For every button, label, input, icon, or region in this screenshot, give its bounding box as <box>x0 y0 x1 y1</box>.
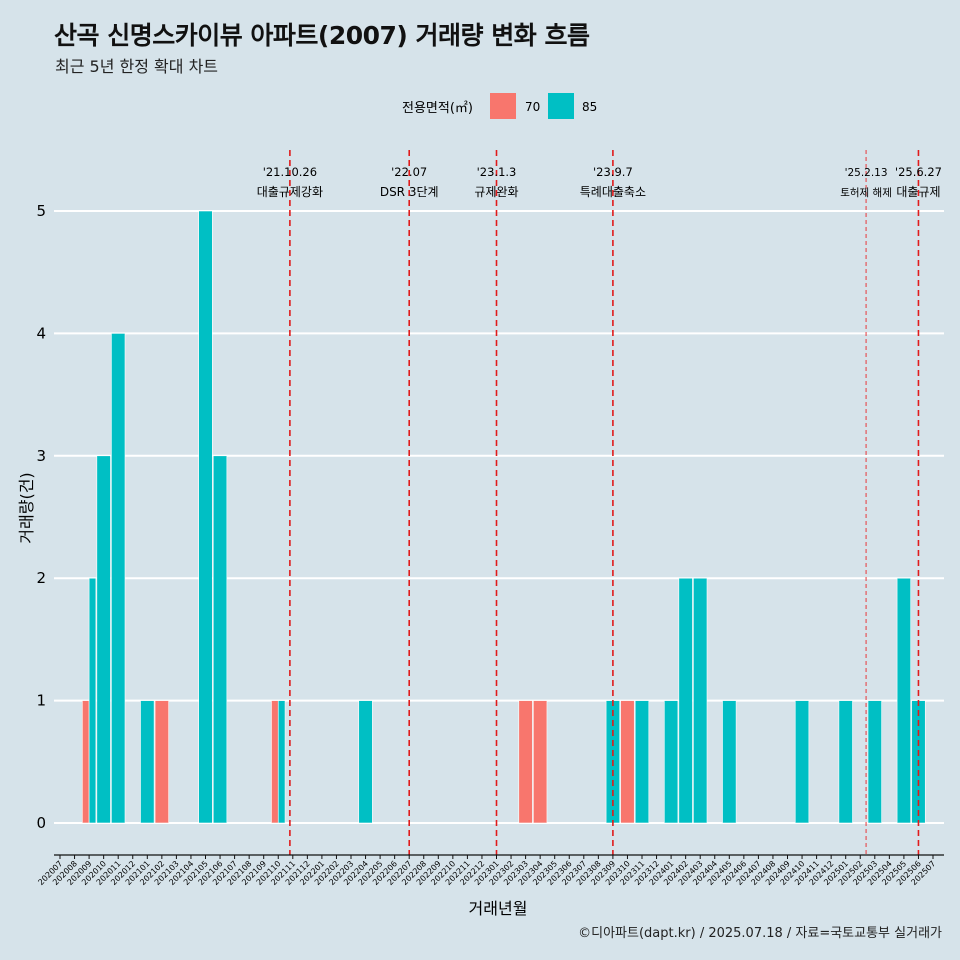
y-tick-label: 2 <box>36 569 46 587</box>
bar-85-202101 <box>140 700 155 824</box>
bar-85-202405 <box>722 700 737 824</box>
event-label: DSR 3단계 <box>380 185 439 199</box>
bar-70-202110 <box>271 700 279 824</box>
x-axis-title: 거래년월 <box>469 899 528 918</box>
bar-85-202403 <box>693 577 708 824</box>
y-tick-label: 4 <box>36 324 46 342</box>
bar-85-202105 <box>198 210 213 824</box>
bar-85-202011 <box>111 333 126 824</box>
legend-title: 전용면적(㎡) <box>402 101 473 116</box>
event-lines: '21.10.26 대출규제강화 '22.07 DSR 3단계 '23.1.3 규제완화 '… <box>257 150 942 855</box>
y-tick-label: 3 <box>36 447 46 465</box>
event-label: 대출규제강화 <box>257 185 323 199</box>
event-label: 대출규제 <box>896 185 940 199</box>
y-axis-title: 거래량(건) <box>17 472 36 543</box>
event-date: '22.07 <box>391 165 427 179</box>
chart-title: 산곡 신명스카이뷰 아파트(2007) 거래량 변화 흐름 <box>54 21 590 50</box>
event-date: '23.9.7 <box>593 165 633 179</box>
bar-85-202010 <box>96 455 111 824</box>
event-label: 규제완화 <box>474 185 518 199</box>
y-tick-label: 5 <box>36 202 46 220</box>
bar-70-202102 <box>154 700 169 824</box>
bar-85-202501 <box>838 700 853 824</box>
bar-85-202402 <box>678 577 693 824</box>
bar-70-202310 <box>620 700 635 824</box>
event-date: '25.6.27 <box>895 165 942 179</box>
event-label: 토허제 해제 <box>840 186 892 199</box>
bar-85-202401 <box>663 700 679 824</box>
y-tick-label: 1 <box>36 692 46 710</box>
event-date: '21.10.26 <box>263 165 317 179</box>
event-label: 특례대출축소 <box>580 185 646 199</box>
legend-swatch-70 <box>490 93 516 119</box>
caption: ©디아파트(dapt.kr) / 2025.07.18 / 자료=국토교통부 실… <box>578 926 942 941</box>
y-tick-label: 0 <box>36 814 46 832</box>
event-date: '25.2.13 <box>845 167 888 179</box>
y-gridlines <box>54 210 944 824</box>
x-axis: 2020072020082020092020102020112020122021… <box>36 854 944 887</box>
bar-85-202503 <box>867 700 882 824</box>
bar-70-202304 <box>533 700 548 824</box>
bar-85-202410 <box>794 700 810 824</box>
bar-85-202505 <box>896 577 911 824</box>
bar-70-202009 <box>82 700 90 824</box>
bar-85-202311 <box>634 700 650 824</box>
bar-85-202110 <box>277 700 286 824</box>
bar-85-202106 <box>212 455 228 824</box>
legend-swatch-85 <box>548 93 574 119</box>
event-date: '23.1.3 <box>477 165 517 179</box>
legend-label-85: 85 <box>582 100 597 114</box>
bar-85-202204 <box>358 700 373 824</box>
legend-label-70: 70 <box>525 100 540 114</box>
y-axis-ticks: 0 1 2 3 4 5 <box>36 202 46 832</box>
bar-70-202303 <box>518 700 533 824</box>
chart-subtitle: 최근 5년 한정 확대 차트 <box>55 57 219 76</box>
bar-85-202009 <box>88 577 97 824</box>
bars <box>82 210 926 824</box>
legend: 전용면적(㎡) 70 85 <box>402 93 597 119</box>
